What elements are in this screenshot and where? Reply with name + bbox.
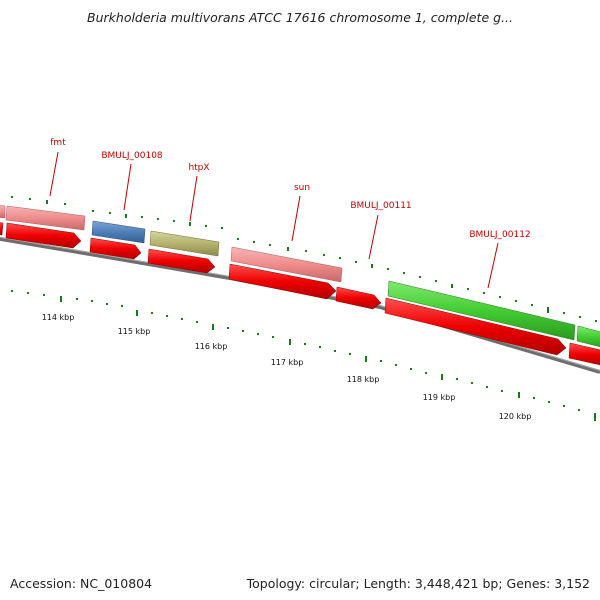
cds-track: [0, 222, 600, 366]
gene-label-leaders: [49, 151, 499, 289]
cds-arrow-left-edge[interactable]: [0, 222, 4, 236]
cds-arrow-bmulj-00108[interactable]: [89, 237, 142, 260]
gene-bar-sun[interactable]: [230, 246, 343, 283]
kbp-label: 115 kbp: [118, 327, 151, 336]
upper-tick-row: [11, 196, 597, 322]
cds-arrow-htpx[interactable]: [147, 248, 216, 274]
gene-bar-htpx[interactable]: [149, 230, 220, 257]
genome-stats-text: Topology: circular; Length: 3,448,421 bp…: [246, 576, 590, 591]
gene-label-bmulj-00112[interactable]: BMULJ_00112: [469, 230, 530, 240]
kbp-tick-row: [11, 290, 596, 421]
gene-bar-bmulj-00112[interactable]: [387, 280, 576, 341]
gene-label-sun[interactable]: sun: [294, 183, 310, 193]
cds-arrow-right-edge[interactable]: [568, 342, 600, 366]
gene-bar-fmt[interactable]: [5, 205, 86, 231]
gene-label-htpx[interactable]: htpX: [188, 163, 209, 173]
gene-bar-right-edge[interactable]: [576, 325, 600, 348]
kbp-label: 118 kbp: [347, 375, 380, 384]
cds-arrow-bmulj-00111[interactable]: [335, 286, 382, 310]
gene-label-fmt[interactable]: fmt: [50, 138, 66, 148]
kbp-label: 120 kbp: [499, 412, 532, 421]
gene-bar-bmulj-00108[interactable]: [91, 220, 146, 244]
feature-track: [0, 205, 600, 348]
cds-arrow-fmt[interactable]: [5, 222, 82, 249]
cds-arrow-sun[interactable]: [228, 263, 337, 300]
kbp-label: 119 kbp: [423, 393, 456, 402]
map-title: Burkholderia multivorans ATCC 17616 chro…: [87, 10, 513, 25]
kbp-label: 117 kbp: [271, 358, 304, 367]
gene-bar-left-edge[interactable]: [0, 205, 6, 219]
chromosome-backbone: [0, 236, 600, 374]
accession-text: Accession: NC_010804: [10, 576, 153, 591]
gene-label-bmulj-00111[interactable]: BMULJ_00111: [350, 201, 411, 211]
kbp-label: 114 kbp: [42, 313, 75, 322]
gene-label-bmulj-00108[interactable]: BMULJ_00108: [101, 151, 163, 161]
kbp-label: 116 kbp: [195, 342, 228, 351]
cds-arrow-bmulj-00112[interactable]: [384, 297, 567, 356]
